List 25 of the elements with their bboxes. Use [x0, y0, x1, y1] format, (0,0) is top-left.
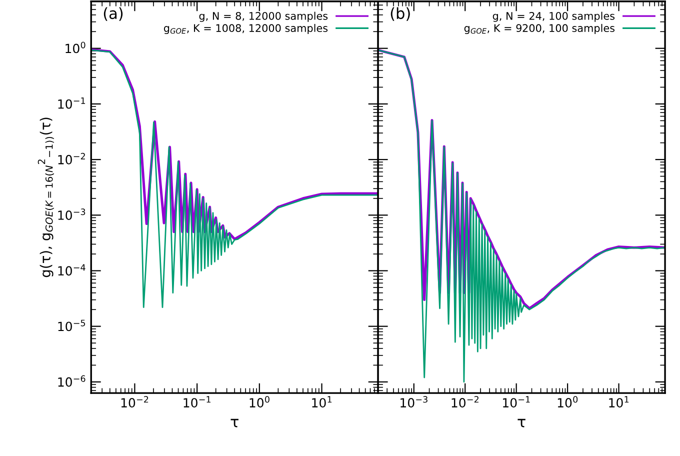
x-tick-label: 10$^{−1}$ [503, 396, 530, 408]
y-tick-label: 10$^{−6}$ [58, 375, 86, 387]
annotation: (b) [390, 7, 410, 21]
x-axis-title: τ [230, 418, 238, 428]
x-tick-label: 10$^{−2}$ [121, 396, 148, 408]
legend-label: g, N = 8, 12000 samples [199, 12, 328, 22]
x-tick-label: 10$^{−1}$ [184, 396, 210, 408]
y-tick-label: 10$^{−1}$ [58, 97, 85, 109]
y-tick-label: 10$^{0}$ [66, 42, 86, 54]
y-tick-label: 10$^{−3}$ [58, 208, 86, 220]
x-tick-label: 10$^{−2}$ [452, 396, 478, 408]
legend-label: g, N = 24, 100 samples [492, 12, 615, 22]
y-axis-title: g(τ), g$_{GOE(K=16(N}$$^{2}$$_{−1))}$(τ) [38, 118, 54, 278]
y-tick-label: 10$^{−5}$ [58, 320, 86, 332]
annotation: (a) [104, 7, 123, 21]
y-tick-label: 10$^{−2}$ [58, 152, 85, 164]
x-tick-label: 10$^{1}$ [312, 396, 332, 408]
x-tick-label: 10$^{−3}$ [400, 396, 428, 408]
x-tick-label: 10$^{0}$ [250, 396, 270, 408]
legend-label: g$_{GOE}$, K = 9200, 100 samples [464, 24, 615, 34]
x-tick-label: 10$^{0}$ [558, 396, 578, 408]
y-tick-label: 10$^{−4}$ [58, 264, 86, 276]
x-tick-label: 10$^{1}$ [609, 396, 629, 408]
legend-label: g$_{GOE}$, K = 1008, 12000 samples [164, 24, 328, 34]
x-axis-title: τ [518, 418, 526, 428]
